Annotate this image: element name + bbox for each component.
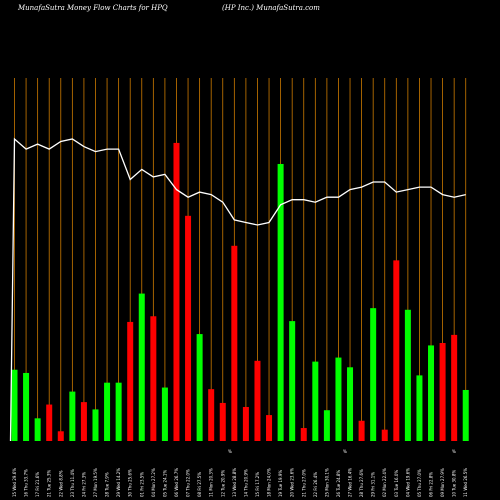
- x-tick-label: 16 Thu 33.7%: [24, 469, 29, 497]
- x-tick-label: 25 Mon 30.1%: [324, 468, 329, 497]
- bar: [208, 389, 215, 441]
- bar: [127, 321, 134, 441]
- bar: [277, 163, 284, 442]
- x-tick-label: 10 Tue 30.8%: [452, 470, 457, 497]
- bar: [34, 418, 41, 441]
- x-tick-label: 24 Fri 27.3%: [81, 472, 86, 497]
- x-marker: %: [228, 449, 232, 454]
- x-tick-label: 06 Wed 26.7%: [174, 468, 179, 497]
- x-tick-label: 06 Fri 22.8%: [429, 472, 434, 497]
- chart-title: MunafaSutra Money Flow Charts for HPQ: [18, 4, 168, 12]
- x-tick-label: 11 Mon 20.3%: [209, 468, 214, 497]
- bar: [381, 429, 388, 441]
- x-tick-label: 03 Tue 16.0%: [394, 470, 399, 497]
- bar: [266, 415, 273, 441]
- x-tick-label: 12 Tue 20.9%: [220, 470, 225, 497]
- chart-subtitle: (HP Inc.) MunafaSutra.com: [222, 4, 320, 12]
- x-tick-label: 28 Tue 7.9%: [105, 472, 110, 497]
- x-tick-label: 18 Mon 24.0%: [267, 468, 272, 497]
- bar: [150, 316, 157, 441]
- x-tick-label: 13 Wed 28.8%: [232, 468, 237, 497]
- x-tick-label: 21 Thu 27.0%: [301, 469, 306, 497]
- bar: [335, 357, 342, 441]
- bar: [11, 369, 18, 441]
- bar: [115, 382, 122, 441]
- bar: [219, 402, 226, 441]
- bar: [462, 389, 469, 441]
- money-flow-line: [9, 137, 466, 442]
- bar: [185, 215, 192, 441]
- bar: [46, 404, 53, 441]
- x-tick-label: 30 Thu 25.6%: [128, 469, 133, 497]
- x-tick-label: 01 Fri 23.5%: [139, 472, 144, 497]
- bar: [370, 308, 377, 441]
- x-tick-label: 15 Wed 29.6%: [12, 468, 17, 497]
- bar: [80, 402, 87, 441]
- bar: [196, 334, 203, 441]
- bar: [416, 375, 423, 441]
- bar: [254, 360, 261, 441]
- x-tick-label: 26 Tue 24.8%: [336, 470, 341, 497]
- bar: [312, 361, 319, 441]
- x-tick-label: 20 Wed 23.6%: [290, 468, 295, 497]
- bar: [92, 409, 99, 441]
- x-tick-label: 28 Thu 27.6%: [359, 469, 364, 497]
- x-marker: %: [343, 449, 347, 454]
- bar: [358, 420, 365, 441]
- bar: [69, 391, 76, 441]
- x-tick-label: 07 Thu 22.0%: [186, 469, 191, 497]
- x-marker: %: [452, 449, 456, 454]
- bar: [404, 309, 411, 441]
- x-tick-label: 27 Wed 16.4%: [348, 468, 353, 497]
- x-tick-label: 29 Fri 31.1%: [371, 472, 376, 497]
- x-tick-label: 23 Thu 11.4%: [70, 469, 75, 497]
- x-tick-label: 17 Fri 21.6%: [35, 472, 40, 497]
- bar: [289, 321, 296, 441]
- bar: [161, 387, 168, 441]
- x-tick-label: 29 Wed 14.2%: [116, 468, 121, 497]
- bar: [231, 245, 238, 441]
- x-tick-label: 02 Mon 22.4%: [382, 468, 387, 497]
- bar: [138, 293, 145, 441]
- x-tick-label: 04 Mon 27.2%: [151, 468, 156, 497]
- x-tick-label: 04 Wed 19.6%: [405, 468, 410, 497]
- bar: [393, 260, 400, 441]
- x-tick-label: 19 Tue 19.9%: [278, 470, 283, 497]
- x-tick-label: 15 Fri 17.2%: [255, 472, 260, 497]
- bar: [300, 428, 307, 441]
- bar: [242, 406, 249, 441]
- x-tick-label: 05 Thu 27.0%: [417, 469, 422, 497]
- x-tick-label: 11 Wed 26.5%: [463, 468, 468, 497]
- x-tick-label: 09 Mon 27.9%: [440, 468, 445, 497]
- bar: [104, 382, 111, 441]
- bar: [323, 410, 330, 441]
- x-tick-label: 08 Fri 27.5%: [197, 472, 202, 497]
- x-tick-label: 21 Tue 25.3%: [47, 470, 52, 497]
- x-tick-label: 22 Fri 26.4%: [313, 472, 318, 497]
- bar: [451, 334, 458, 441]
- bar: [173, 142, 180, 442]
- bar: [23, 372, 30, 441]
- bar: [428, 345, 435, 441]
- bar: [439, 342, 446, 441]
- x-tick-label: 22 Wed 8.8%: [58, 470, 63, 497]
- bar: [57, 431, 64, 441]
- x-tick-label: 27 Mon 19.5%: [93, 468, 98, 497]
- bar: [347, 367, 354, 441]
- x-tick-label: 05 Tue 24.1%: [162, 470, 167, 497]
- x-tick-label: 14 Thu 20.9%: [243, 469, 248, 497]
